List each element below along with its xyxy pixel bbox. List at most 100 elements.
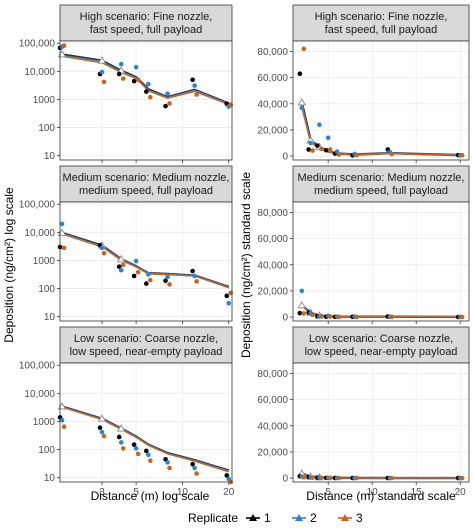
legend-key-marker-1 [249, 514, 257, 521]
data-point-replicate-3 [120, 262, 126, 268]
y-tick-label: 40,000 [257, 99, 288, 110]
facet-strip-label: low speed, near-empty payload [305, 346, 458, 358]
data-point-replicate-2 [133, 64, 139, 70]
y-tick-label: 0 [282, 313, 288, 324]
y-tick-label: 60,000 [257, 73, 288, 84]
data-point-replicate-3 [61, 245, 67, 251]
legend-label-3: 3 [356, 511, 363, 525]
data-point-replicate-3 [120, 76, 126, 81]
legend: Replicate 1 2 3 [188, 511, 363, 525]
data-point-replicate-2 [325, 135, 331, 141]
data-point-replicate-2 [59, 221, 65, 227]
data-point-replicate-1 [144, 89, 149, 94]
panel-border [292, 40, 470, 161]
facet-strip-label: Medium scenario: Medium nozzle, [63, 172, 230, 184]
x-tick-label: 20 [455, 487, 467, 498]
y-tick-label: 10 [44, 151, 56, 162]
mean-marker [297, 98, 307, 106]
facet-strip-label: Medium scenario: Medium nozzle, [298, 172, 465, 184]
y-tick-label: 10,000 [24, 228, 55, 239]
panel-grid: High scenario: Fine nozzle,fast speed, f… [19, 4, 470, 498]
legend-title: Replicate [188, 511, 238, 525]
y-tick-label: 80,000 [257, 47, 288, 58]
facet-strip-label: High scenario: Fine nozzle, [80, 11, 213, 23]
data-point-replicate-2 [99, 429, 105, 435]
y-tick-label: 1000 [33, 95, 56, 106]
data-point-replicate-1 [190, 268, 195, 274]
facet-strip [292, 165, 470, 203]
panel-border [292, 201, 470, 322]
facet-strip [292, 326, 470, 364]
data-point-replicate-3 [135, 451, 141, 457]
data-point-replicate-2 [118, 440, 124, 445]
panel-6: Low scenario: Coarse nozzle,low speed, n… [257, 326, 470, 498]
data-point-replicate-2 [165, 91, 170, 96]
facet-strip [59, 4, 233, 42]
data-point-replicate-3 [310, 475, 315, 480]
mean-line-replicate-3 [61, 233, 229, 289]
y-axis-title-left-main: Deposition (ng/cm²) [2, 238, 16, 343]
panel-5: Low scenario: Coarse nozzle,low speed, n… [19, 326, 235, 498]
data-point-replicate-3 [319, 146, 324, 152]
facet-strip [59, 165, 233, 203]
facet-strip-label: medium speed, full payload [79, 185, 213, 197]
data-point-replicate-1 [297, 310, 303, 316]
panel-1: High scenario: Fine nozzle,fast speed, f… [19, 4, 234, 163]
y-tick-label: 10 [44, 312, 56, 323]
y-tick-label: 10,000 [24, 67, 55, 78]
data-point-replicate-1 [131, 442, 137, 447]
data-point-replicate-1 [323, 147, 329, 153]
data-point-replicate-2 [226, 300, 232, 306]
data-point-replicate-3 [336, 475, 342, 481]
data-point-replicate-3 [101, 79, 107, 85]
x-tick-label: 5 [133, 487, 139, 498]
plot-area [293, 41, 469, 160]
data-point-replicate-2 [192, 273, 197, 279]
y-tick-label: 100,000 [19, 39, 56, 50]
y-tick-label: 60,000 [257, 395, 288, 406]
facet-strip-label: High scenario: Fine nozzle, [315, 11, 448, 23]
data-point-replicate-3 [459, 152, 465, 158]
mean-marker [116, 254, 126, 263]
legend-label-1: 1 [264, 511, 271, 525]
data-point-replicate-2 [59, 417, 65, 423]
data-point-replicate-3 [61, 43, 67, 48]
legend-key-marker-3 [341, 514, 349, 521]
data-point-replicate-3 [310, 312, 315, 318]
facet-strip-label: Low scenario: Coarse nozzle, [309, 333, 453, 345]
mean-marker [97, 56, 107, 64]
data-point-replicate-3 [167, 101, 172, 106]
data-point-replicate-3 [319, 313, 324, 319]
y-tick-label: 80,000 [257, 369, 288, 380]
mean-marker [97, 414, 107, 422]
y-tick-label: 0 [282, 474, 288, 485]
panel-border [292, 362, 470, 483]
y-axis-title-left: Deposition (ng/cm²) log scale [2, 187, 16, 343]
facet-strip-label: medium speed, full payload [314, 185, 448, 197]
data-point-replicate-1 [190, 77, 195, 83]
x-tick-label: 5 [325, 487, 331, 498]
data-point-replicate-3 [135, 77, 141, 83]
data-point-replicate-2 [99, 69, 105, 75]
y-tick-label: 1000 [33, 417, 56, 428]
data-point-replicate-1 [224, 293, 230, 299]
x-tick-label: 15 [411, 487, 423, 498]
data-point-replicate-3 [194, 471, 199, 476]
legend-items: 1 2 3 [246, 511, 363, 525]
data-point-replicate-3 [101, 250, 107, 256]
x-tick-label: 3 [99, 487, 105, 498]
y-tick-label: 100,000 [19, 361, 56, 372]
y-tick-label: 1000 [33, 256, 56, 267]
data-point-replicate-2 [317, 122, 322, 127]
data-point-replicate-3 [167, 465, 172, 471]
data-point-replicate-3 [101, 433, 107, 439]
y-tick-label: 10 [44, 473, 56, 484]
facet-strip-label: fast speed, full payload [90, 24, 203, 36]
data-point-replicate-2 [165, 460, 170, 465]
data-point-replicate-3 [354, 152, 359, 158]
data-point-replicate-2 [146, 272, 151, 277]
data-point-replicate-2 [299, 288, 305, 294]
x-axis-title-right: Distance (m) standard scale [306, 489, 456, 503]
data-point-replicate-1 [315, 143, 320, 148]
y-axis-title-right: Deposition (ng/cm²) standard scale [239, 172, 253, 358]
